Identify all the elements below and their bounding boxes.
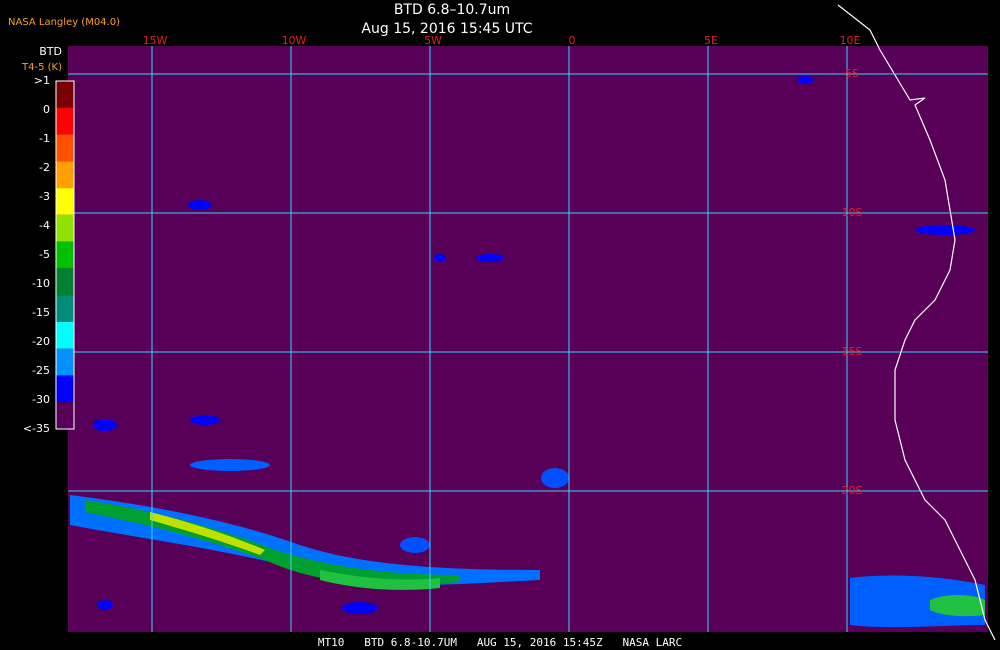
coastline	[837, 4, 996, 641]
longitude-label: 5E	[704, 34, 718, 47]
legend-label: -30	[32, 393, 50, 406]
legend-swatch	[56, 134, 74, 162]
latitude-label: 15S	[842, 345, 863, 358]
legend-label: -10	[32, 277, 50, 290]
legend-swatch	[56, 402, 74, 429]
legend: >1 0 -1 -2 -3 -4 -5 -10 -15 -20 -25 -30 <-35	[23, 74, 75, 435]
legend-label: -2	[39, 161, 50, 174]
latitude-label: 10S	[842, 206, 863, 219]
legend-label: -1	[39, 132, 50, 145]
longitude-label: 10W	[282, 34, 307, 47]
latitude-label: 5S	[845, 67, 859, 80]
legend-label: >1	[34, 74, 50, 87]
legend-label: -3	[39, 190, 50, 203]
legend-swatch	[56, 321, 74, 349]
legend-label: -5	[39, 248, 50, 261]
legend-swatch	[56, 81, 74, 108]
subtitle: Aug 15, 2016 15:45 UTC	[361, 21, 532, 37]
legend-swatch	[56, 214, 74, 242]
legend-title: BTD	[39, 45, 62, 58]
legend-label: -20	[32, 335, 50, 348]
footer: MT10 BTD 6.8-10.7UM AUG 15, 2016 15:45Z …	[318, 636, 682, 649]
legend-swatch	[56, 188, 74, 215]
legend-swatch	[56, 107, 74, 135]
source-label: NASA Langley (M04.0)	[8, 17, 120, 28]
legend-swatch	[56, 295, 74, 322]
graticule: 15W 10W 5W 0 5E 10E 5S 10S 15S 20S	[68, 34, 988, 632]
legend-swatch	[56, 375, 74, 403]
legend-label: -4	[39, 219, 50, 232]
latitude-label: 20S	[842, 484, 863, 497]
legend-label: -25	[32, 364, 50, 377]
longitude-label: 15W	[143, 34, 168, 47]
cloud-features	[70, 76, 985, 628]
legend-swatch	[56, 161, 74, 189]
longitude-label: 5W	[424, 34, 442, 47]
legend-label: <-35	[23, 422, 50, 435]
title: BTD 6.8–10.7um	[394, 2, 510, 18]
longitude-label: 0	[569, 34, 576, 47]
legend-swatch	[56, 348, 74, 376]
legend-unit: T4-5 (K)	[21, 62, 62, 73]
legend-label: -15	[32, 306, 50, 319]
legend-swatch	[56, 268, 74, 296]
legend-label: 0	[43, 103, 50, 116]
longitude-label: 10E	[840, 34, 861, 47]
legend-frame	[55, 80, 75, 430]
legend-swatch	[56, 241, 74, 269]
